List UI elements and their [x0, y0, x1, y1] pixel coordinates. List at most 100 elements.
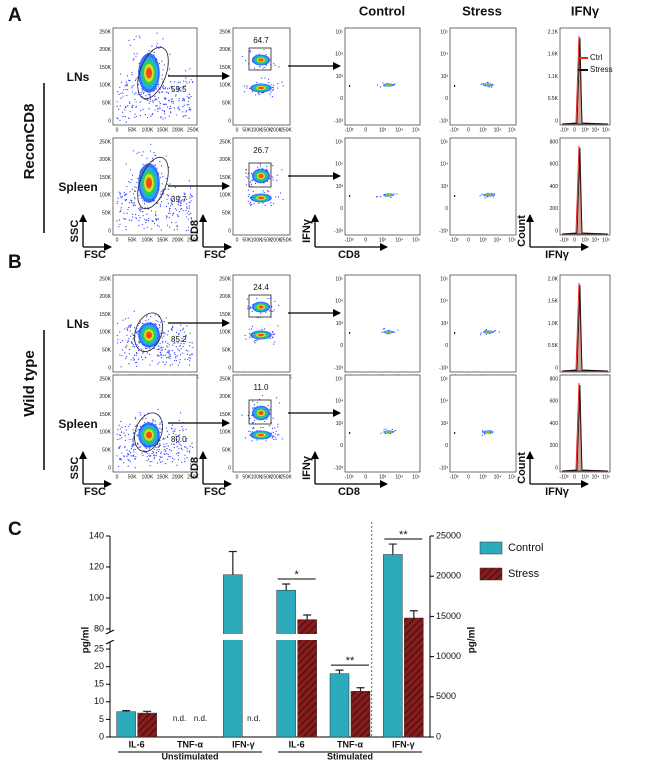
event-dot: [150, 315, 152, 318]
axis-label: Count: [516, 215, 528, 247]
event-dot: [267, 405, 269, 407]
x-tick-label: 200K: [172, 237, 184, 243]
event-dot: [133, 310, 135, 312]
x-tick-label: 0: [364, 127, 367, 133]
event-dot: [263, 191, 265, 194]
event-dot: [147, 93, 149, 96]
event-dot: [256, 401, 259, 403]
event-dot: [124, 194, 126, 196]
event-dot: [244, 437, 247, 439]
event-dot: [177, 199, 179, 201]
legend-label: Ctrl: [590, 53, 603, 62]
event-dot: [169, 355, 171, 357]
value-label: n.d.: [247, 714, 260, 723]
event-dot: [272, 84, 275, 86]
event-dot: [141, 452, 143, 454]
y-tick-label: 250K: [99, 276, 111, 282]
event-dot: [179, 109, 181, 111]
event-dot: [180, 89, 182, 91]
x-tick-label: 0: [573, 127, 576, 133]
event-dot: [252, 422, 254, 424]
column-title: Control: [359, 3, 405, 18]
event-dot: [155, 324, 157, 326]
event-dot: [480, 332, 482, 334]
event-dot: [178, 108, 180, 110]
event-dot: [149, 353, 151, 356]
event-dot: [175, 357, 177, 359]
event-dot: [141, 223, 144, 226]
event-dot: [188, 451, 191, 453]
y-tick-label: 150K: [99, 412, 111, 418]
event-dot: [187, 229, 189, 231]
event-dot: [159, 193, 161, 195]
event-dot: [277, 325, 279, 327]
event-dot: [173, 229, 175, 231]
event-dot: [271, 427, 274, 429]
x-tick-label: 100K: [142, 127, 154, 133]
event-dot: [180, 342, 182, 345]
event-dot: [123, 191, 125, 194]
y-tick-label: 0: [340, 343, 343, 349]
event-dot: [164, 348, 167, 350]
event-dot: [159, 455, 161, 458]
event-dot: [132, 440, 134, 442]
event-dot: [146, 213, 148, 215]
event-dot: [175, 346, 177, 348]
event-dot: [168, 455, 170, 458]
event-dot: [173, 359, 176, 362]
event-dot: [255, 339, 258, 341]
event-dot: [142, 215, 144, 217]
event-dot: [119, 193, 121, 195]
event-dot: [149, 100, 151, 102]
event-dot: [143, 203, 146, 205]
event-dot: [129, 438, 131, 441]
legend-swatch: [479, 567, 503, 581]
y-tick-label: 150K: [99, 175, 111, 181]
event-dot: [160, 191, 162, 193]
flow-plot: [349, 328, 399, 335]
event-dot: [122, 111, 124, 113]
bar: [137, 712, 157, 738]
event-dot: [482, 83, 485, 85]
event-dot: [186, 207, 188, 209]
event-dot: [244, 91, 246, 93]
x-tick-label: 10⁵: [412, 474, 420, 480]
event-dot: [264, 66, 266, 69]
y-tick-label: 1.0K: [548, 321, 559, 327]
gate: [248, 162, 272, 188]
event-dot: [189, 345, 191, 347]
axis-event-strip: [454, 85, 456, 87]
event-dot: [272, 417, 274, 419]
event-dot: [252, 428, 254, 430]
event-dot: [133, 449, 135, 451]
y-tick-label: 250K: [99, 139, 111, 145]
event-dot: [175, 356, 177, 358]
event-dot: [119, 119, 121, 121]
event-dot: [145, 316, 148, 318]
event-dot: [191, 221, 194, 223]
event-dot: [153, 419, 155, 421]
event-dot: [130, 359, 132, 361]
event-dot: [268, 425, 271, 427]
event-dot: [137, 93, 139, 96]
event-dot: [170, 427, 173, 429]
event-dot: [264, 328, 266, 330]
event-dot: [130, 455, 132, 457]
y-tick-label: 800: [550, 139, 559, 145]
event-dot: [249, 50, 251, 52]
event-dot: [131, 105, 133, 107]
y-tick-label: 0: [340, 443, 343, 449]
event-dot: [142, 151, 144, 153]
event-dot: [124, 116, 126, 118]
event-dot: [179, 196, 181, 198]
event-dot: [177, 195, 180, 197]
error-bar: [303, 614, 312, 620]
event-dot: [128, 340, 130, 342]
event-dot: [174, 430, 176, 432]
event-dot: [137, 358, 140, 360]
event-dot: [189, 463, 192, 465]
event-dot: [128, 353, 130, 355]
significance-mark: *: [295, 569, 300, 581]
y-tick-label: -10³: [439, 228, 448, 234]
event-dot: [249, 201, 252, 204]
